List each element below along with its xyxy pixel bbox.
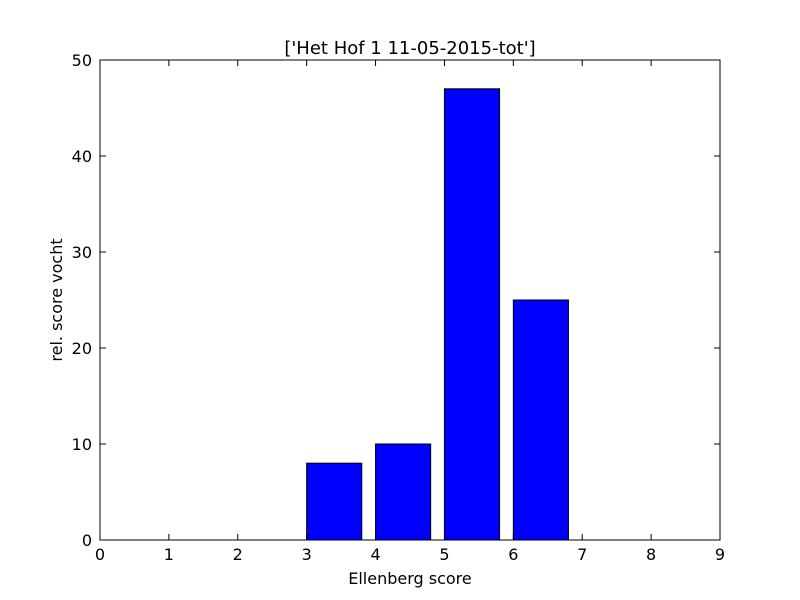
bar-3 xyxy=(306,462,363,541)
y-tick-label: 40 xyxy=(72,147,92,166)
y-tick-label: 0 xyxy=(82,531,92,550)
x-tick-label: 4 xyxy=(370,545,380,564)
x-tick-label: 5 xyxy=(439,545,449,564)
bars-group xyxy=(306,88,569,541)
x-tick-label: 0 xyxy=(95,545,105,564)
bar-5 xyxy=(443,88,501,541)
x-tick-label: 7 xyxy=(577,545,587,564)
x-tick-label: 1 xyxy=(164,545,174,564)
plot-frame xyxy=(99,59,721,541)
y-tick-label: 50 xyxy=(72,51,92,70)
bar-6 xyxy=(512,299,569,541)
y-axis-label: rel. score vocht xyxy=(47,238,66,361)
bar-4 xyxy=(375,443,432,541)
chart-title: ['Het Hof 1 11-05-2015-tot'] xyxy=(284,38,535,59)
x-axis-label: Ellenberg score xyxy=(348,569,472,588)
y-tick-label: 30 xyxy=(72,243,92,262)
x-tick-label: 9 xyxy=(715,545,725,564)
x-tick-label: 2 xyxy=(233,545,243,564)
x-tick-label: 8 xyxy=(646,545,656,564)
y-tick-label: 10 xyxy=(72,435,92,454)
x-tick-label: 6 xyxy=(508,545,518,564)
x-tick-label: 3 xyxy=(302,545,312,564)
y-tick-label: 20 xyxy=(72,339,92,358)
